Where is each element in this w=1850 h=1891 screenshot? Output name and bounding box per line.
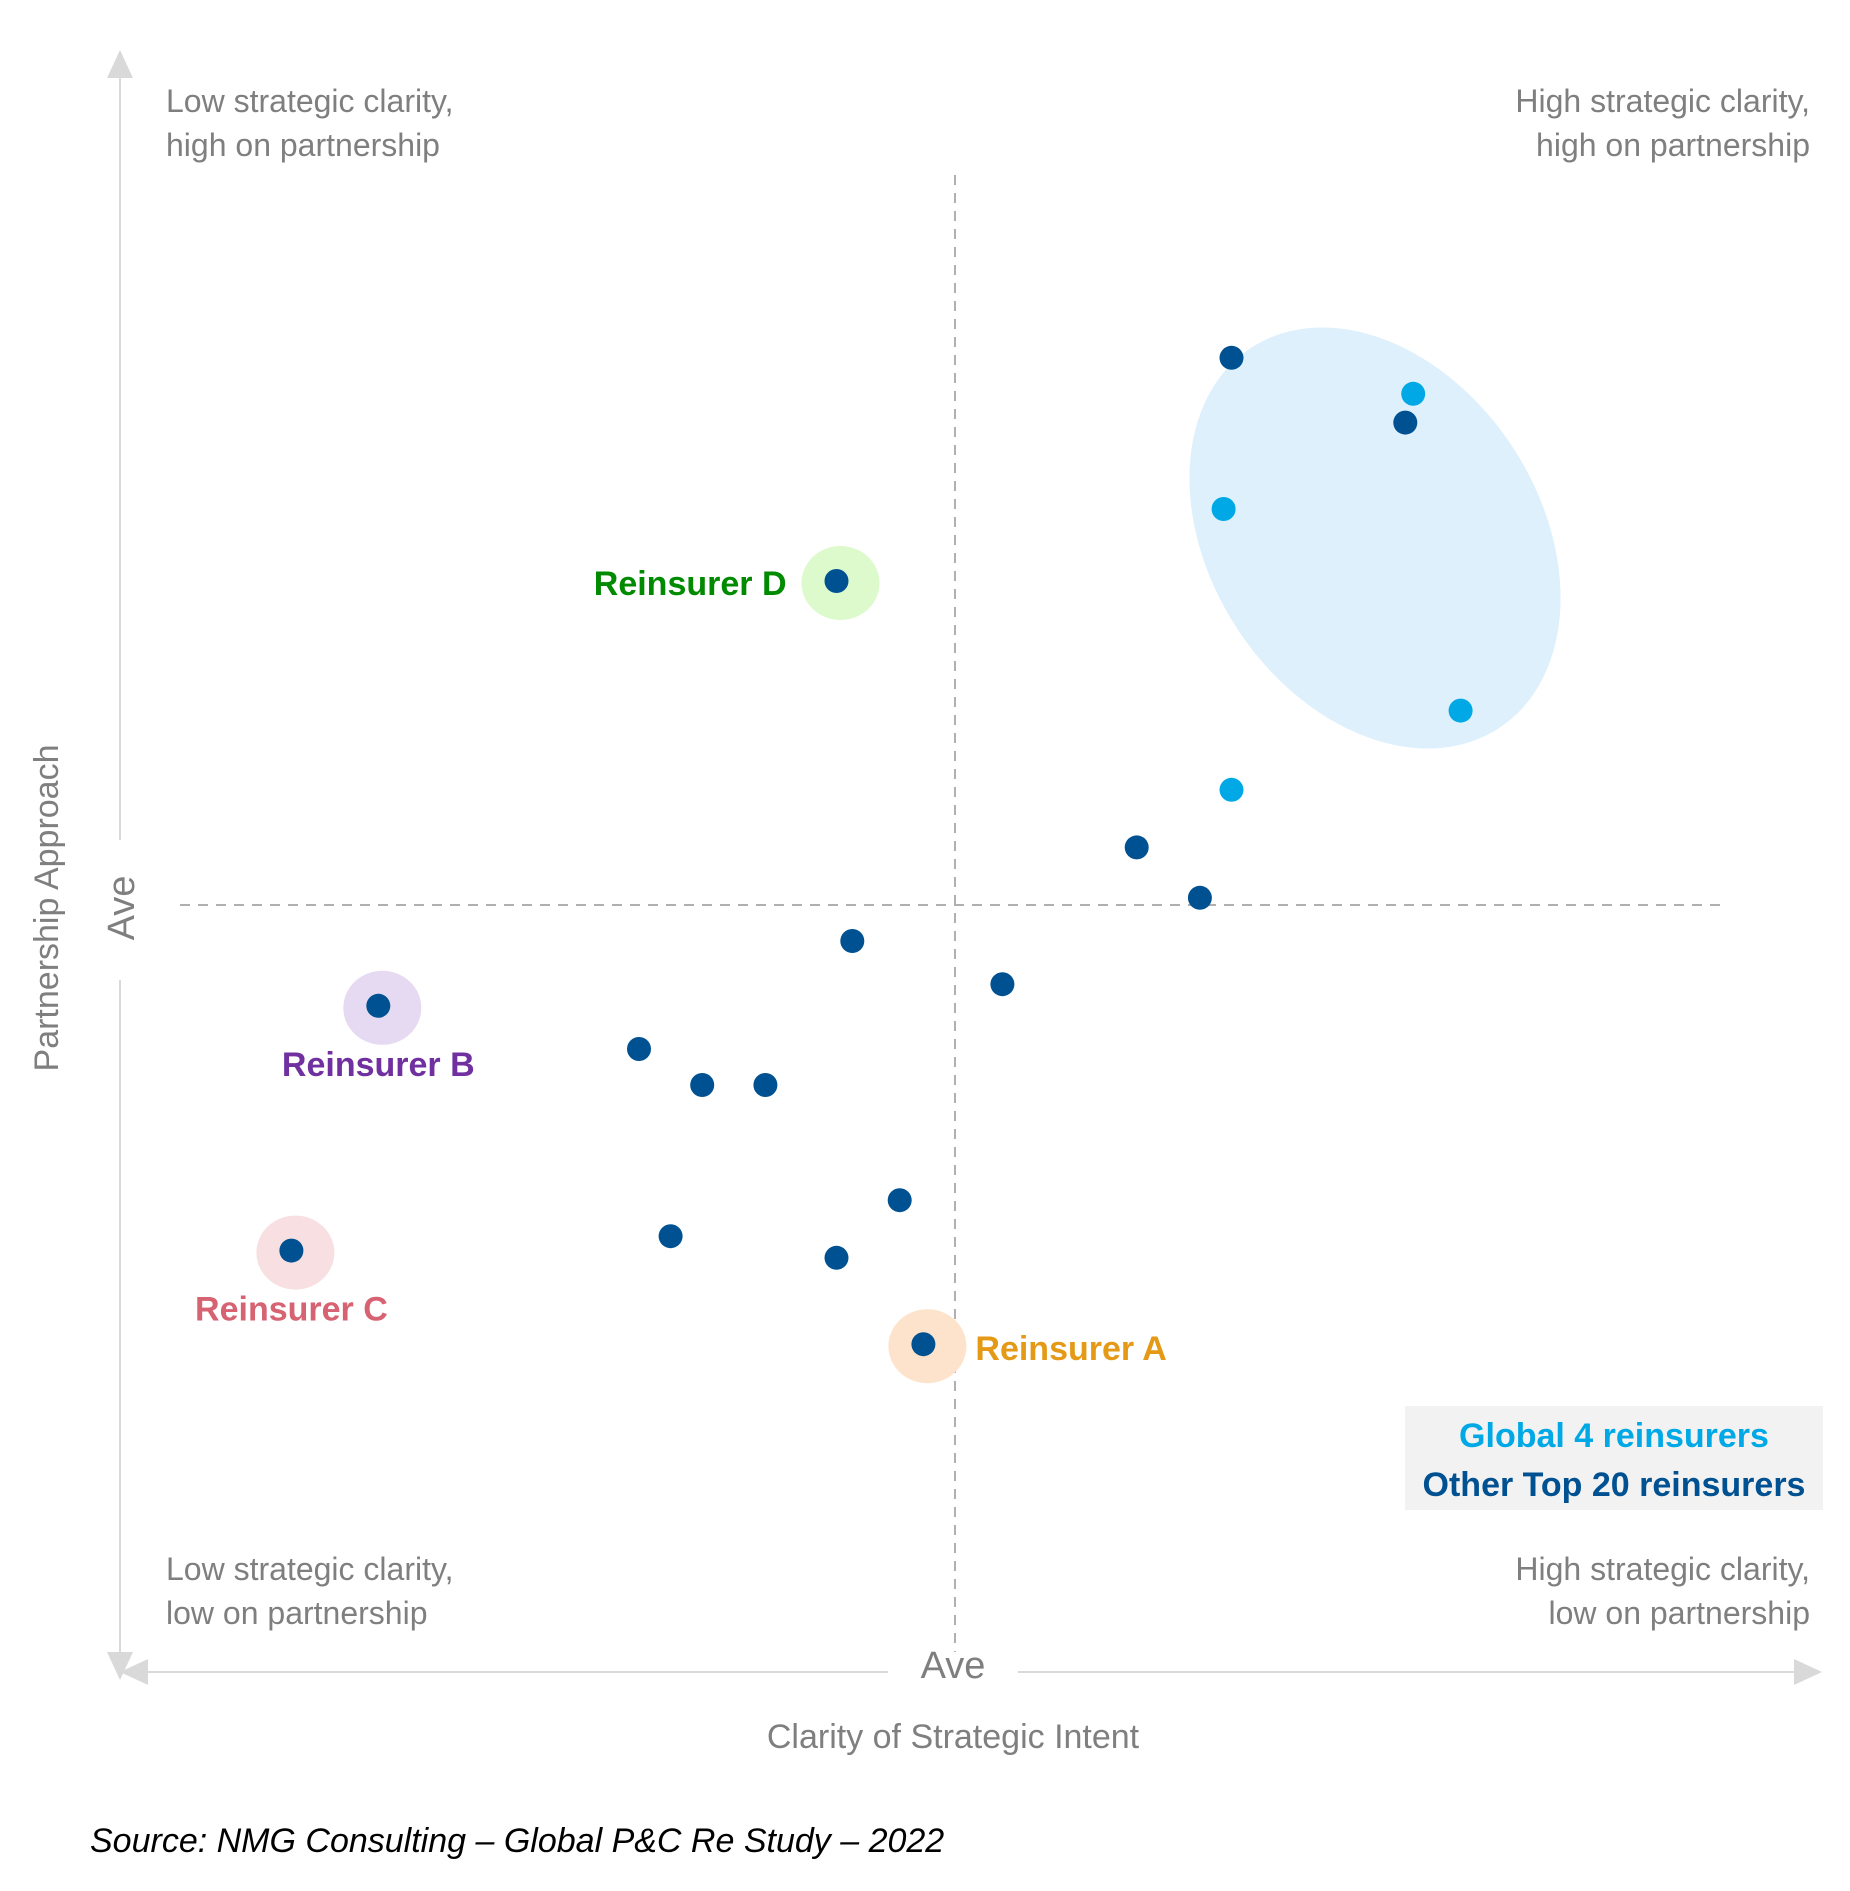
other-top-20-point-2 [1393,410,1418,435]
legend: Global 4 reinsurers Other Top 20 reinsur… [1405,1406,1823,1510]
quadrant-bottom-right-line2: low on partnership [1549,1595,1810,1631]
quadrant-top-left-line2: high on partnership [166,127,440,163]
x-axis-title: Clarity of Strategic Intent [767,1718,1140,1756]
reinsurer-c-label: Reinsurer C [195,1291,388,1329]
quadrant-bottom-left-line1: Low strategic clarity, [166,1551,454,1587]
quadrant-bottom-right-line1: High strategic clarity, [1515,1551,1810,1587]
other-top-20-point-10 [690,1073,715,1097]
other-top-20-point-16 [911,1332,936,1357]
other-top-20-point-4 [1124,835,1149,860]
other-top-20-point-12 [887,1188,912,1213]
quadrant-top-left-line1: Low strategic clarity, [166,83,454,119]
x-axis-arrow-right [1794,1659,1822,1685]
y-axis-title: Partnership Approach [28,745,66,1072]
y-axis-arrow-down [107,1652,133,1680]
highlight-halos [256,546,967,1384]
reinsurer-a-label: Reinsurer A [975,1330,1166,1368]
other-top-20-point-7 [990,972,1015,997]
global-4-point-1 [1401,381,1426,406]
quadrant-bottom-left-line2: low on partnership [166,1595,427,1631]
other-top-20-point-13 [658,1224,683,1249]
quadrant-top-right-line1: High strategic clarity, [1515,83,1810,119]
y-axis-arrow-up [107,50,133,78]
cluster-layer [1189,327,1561,749]
other-top-20-point-5 [1187,885,1212,910]
other-top-20-point-3 [824,569,849,593]
y-average-label: Ave [101,876,143,941]
quadrant-top-right-line2: high on partnership [1536,127,1810,163]
highlight-labels: Reinsurer D Reinsurer B Reinsurer C Reinsur… [195,565,1167,1368]
other-top-20-point-11 [753,1073,778,1097]
other-top-20-point-14 [824,1245,849,1270]
quadrant-labels: Low strategic clarity, high on partnersh… [166,83,1810,1631]
legend-item-other-top-20: Other Top 20 reinsurers [1423,1466,1806,1504]
global-cluster-ellipse [1189,327,1561,749]
other-top-20-point-1 [1219,345,1244,370]
average-lines [180,175,1720,1652]
source-note: Source: NMG Consulting – Global P&C Re S… [90,1822,944,1860]
other-top-20-point-6 [840,929,865,953]
other-top-20-point-9 [627,1037,651,1061]
data-points [279,345,1473,1357]
x-average-label: Ave [921,1645,986,1687]
other-top-20-point-8 [366,993,391,1018]
legend-item-global-4: Global 4 reinsurers [1459,1417,1769,1455]
global-4-point-4 [1219,777,1244,802]
global-4-point-3 [1448,698,1473,723]
reinsurer-d-label: Reinsurer D [594,565,787,603]
global-4-point-2 [1211,497,1236,521]
reinsurer-b-label: Reinsurer B [282,1046,475,1084]
legend-box [1405,1406,1823,1510]
axis-titles: Ave Clarity of Strategic Intent Ave Part… [28,745,1140,1756]
x-axis-arrow-left [120,1659,148,1685]
other-top-20-point-15 [279,1238,304,1263]
axes [107,50,1822,1685]
